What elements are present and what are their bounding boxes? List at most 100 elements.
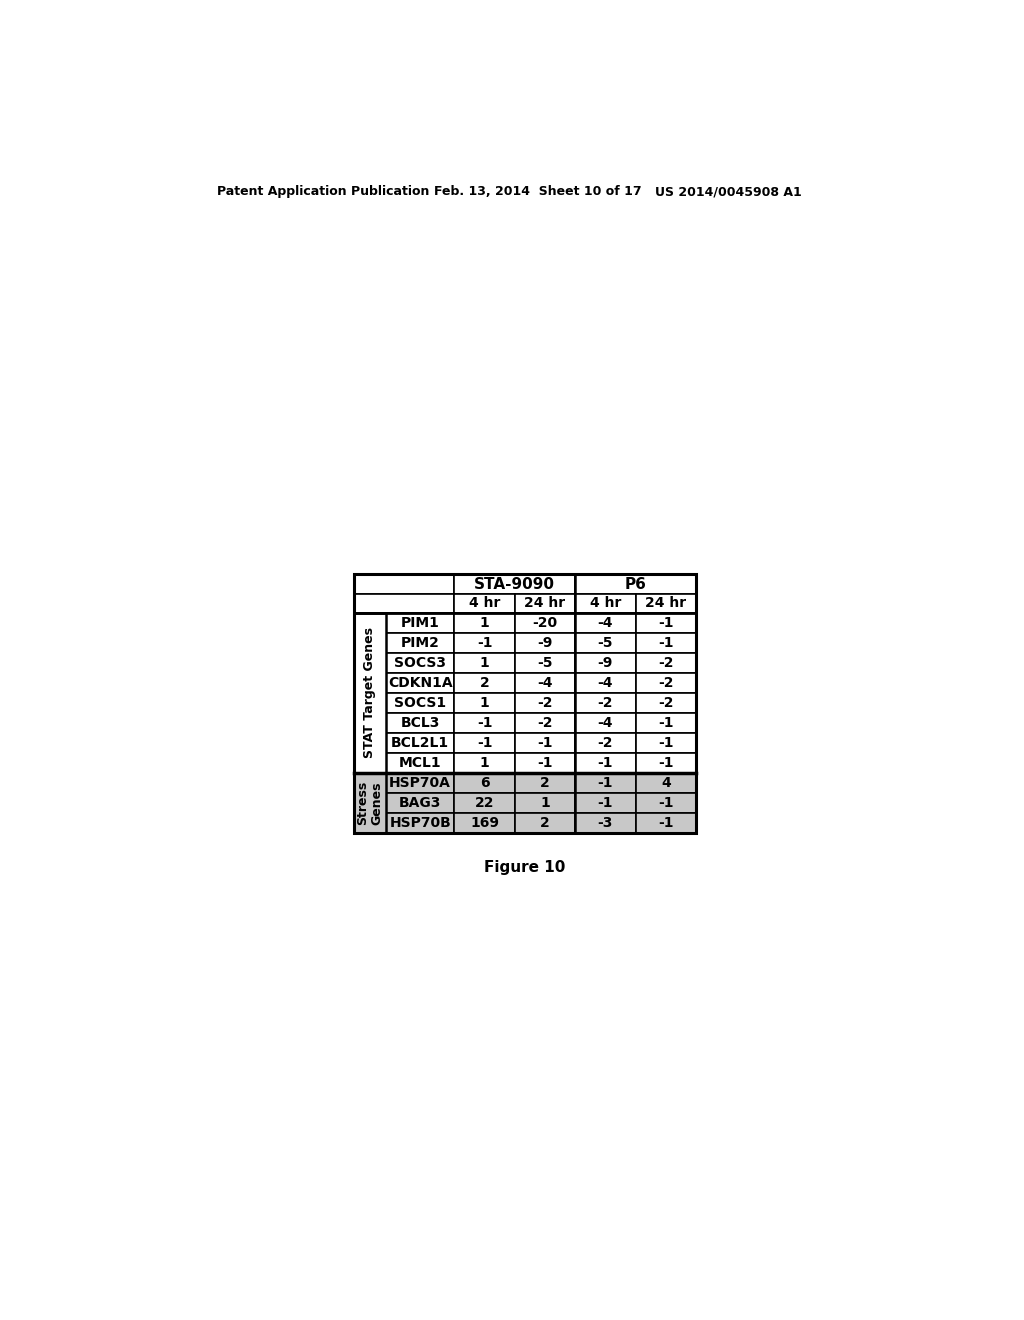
Bar <box>353 673 386 693</box>
Text: -4: -4 <box>538 676 553 690</box>
Bar <box>353 752 386 774</box>
Text: 24 hr: 24 hr <box>645 597 686 610</box>
Bar <box>575 653 636 673</box>
Bar <box>455 733 515 752</box>
Text: 1: 1 <box>479 696 489 710</box>
Bar <box>386 632 455 653</box>
Bar <box>353 713 386 733</box>
Text: 22: 22 <box>475 796 495 810</box>
Text: -2: -2 <box>658 676 674 690</box>
Bar <box>575 733 636 752</box>
Bar <box>575 673 636 693</box>
Bar <box>575 793 636 813</box>
Bar <box>386 612 455 632</box>
Text: -3: -3 <box>598 816 613 830</box>
Bar <box>353 632 386 653</box>
Bar <box>353 574 455 594</box>
Bar <box>575 713 636 733</box>
Bar <box>575 774 636 793</box>
Text: -1: -1 <box>658 715 674 730</box>
Text: Stress
Genes: Stress Genes <box>355 780 384 825</box>
Text: HSP70B: HSP70B <box>389 816 451 830</box>
Text: HSP70A: HSP70A <box>389 776 452 789</box>
Text: PIM2: PIM2 <box>400 636 439 649</box>
Text: US 2014/0045908 A1: US 2014/0045908 A1 <box>655 185 802 198</box>
Bar <box>636 673 696 693</box>
Bar <box>353 693 386 713</box>
Text: 1: 1 <box>479 756 489 770</box>
Bar <box>515 594 575 612</box>
Text: 1: 1 <box>540 796 550 810</box>
Bar <box>386 693 455 713</box>
Text: -1: -1 <box>658 615 674 630</box>
Bar <box>575 693 636 713</box>
Bar <box>515 774 575 793</box>
Bar <box>353 793 386 813</box>
Text: 2: 2 <box>479 676 489 690</box>
Text: -1: -1 <box>477 715 493 730</box>
Text: BCL2L1: BCL2L1 <box>391 735 450 750</box>
Bar <box>455 713 515 733</box>
Text: -2: -2 <box>538 696 553 710</box>
Bar <box>353 594 455 612</box>
Text: PIM1: PIM1 <box>400 615 439 630</box>
Bar <box>515 693 575 713</box>
Text: 4: 4 <box>660 776 671 789</box>
Bar <box>575 632 636 653</box>
Bar <box>636 733 696 752</box>
Bar <box>386 752 455 774</box>
Text: MCL1: MCL1 <box>399 756 441 770</box>
Text: 2: 2 <box>540 776 550 789</box>
Text: SOCS1: SOCS1 <box>394 696 446 710</box>
Text: -4: -4 <box>598 715 613 730</box>
Bar <box>353 813 386 833</box>
Text: -5: -5 <box>538 656 553 669</box>
Bar <box>636 752 696 774</box>
Bar <box>353 612 386 632</box>
Bar <box>636 774 696 793</box>
Text: 4 hr: 4 hr <box>469 597 500 610</box>
Bar <box>455 612 515 632</box>
Text: -9: -9 <box>538 636 553 649</box>
Text: 2: 2 <box>540 816 550 830</box>
Text: -2: -2 <box>598 735 613 750</box>
Bar <box>353 774 386 833</box>
Text: -4: -4 <box>598 676 613 690</box>
Text: -2: -2 <box>658 656 674 669</box>
Bar <box>455 653 515 673</box>
Bar <box>455 632 515 653</box>
Bar <box>386 733 455 752</box>
Text: STAT Target Genes: STAT Target Genes <box>364 627 376 758</box>
Bar <box>575 574 696 594</box>
Text: 24 hr: 24 hr <box>524 597 565 610</box>
Text: -2: -2 <box>538 715 553 730</box>
Bar <box>636 632 696 653</box>
Bar <box>636 612 696 632</box>
Text: -1: -1 <box>658 756 674 770</box>
Bar <box>575 594 636 612</box>
Bar <box>575 612 636 632</box>
Text: Feb. 13, 2014  Sheet 10 of 17: Feb. 13, 2014 Sheet 10 of 17 <box>434 185 642 198</box>
Bar <box>575 813 636 833</box>
Bar <box>353 653 386 673</box>
Bar <box>386 774 455 793</box>
Bar <box>515 612 575 632</box>
Text: -1: -1 <box>598 756 613 770</box>
Bar <box>455 793 515 813</box>
Bar <box>636 793 696 813</box>
Bar <box>455 574 575 594</box>
Bar <box>515 632 575 653</box>
Text: Figure 10: Figure 10 <box>484 861 565 875</box>
Text: Patent Application Publication: Patent Application Publication <box>217 185 429 198</box>
Bar <box>386 653 455 673</box>
Text: -1: -1 <box>538 735 553 750</box>
Bar <box>636 813 696 833</box>
Bar <box>636 594 696 612</box>
Text: 169: 169 <box>470 816 499 830</box>
Bar <box>455 693 515 713</box>
Bar <box>353 574 696 833</box>
Bar <box>636 713 696 733</box>
Text: BAG3: BAG3 <box>399 796 441 810</box>
Text: 1: 1 <box>479 615 489 630</box>
Bar <box>575 752 636 774</box>
